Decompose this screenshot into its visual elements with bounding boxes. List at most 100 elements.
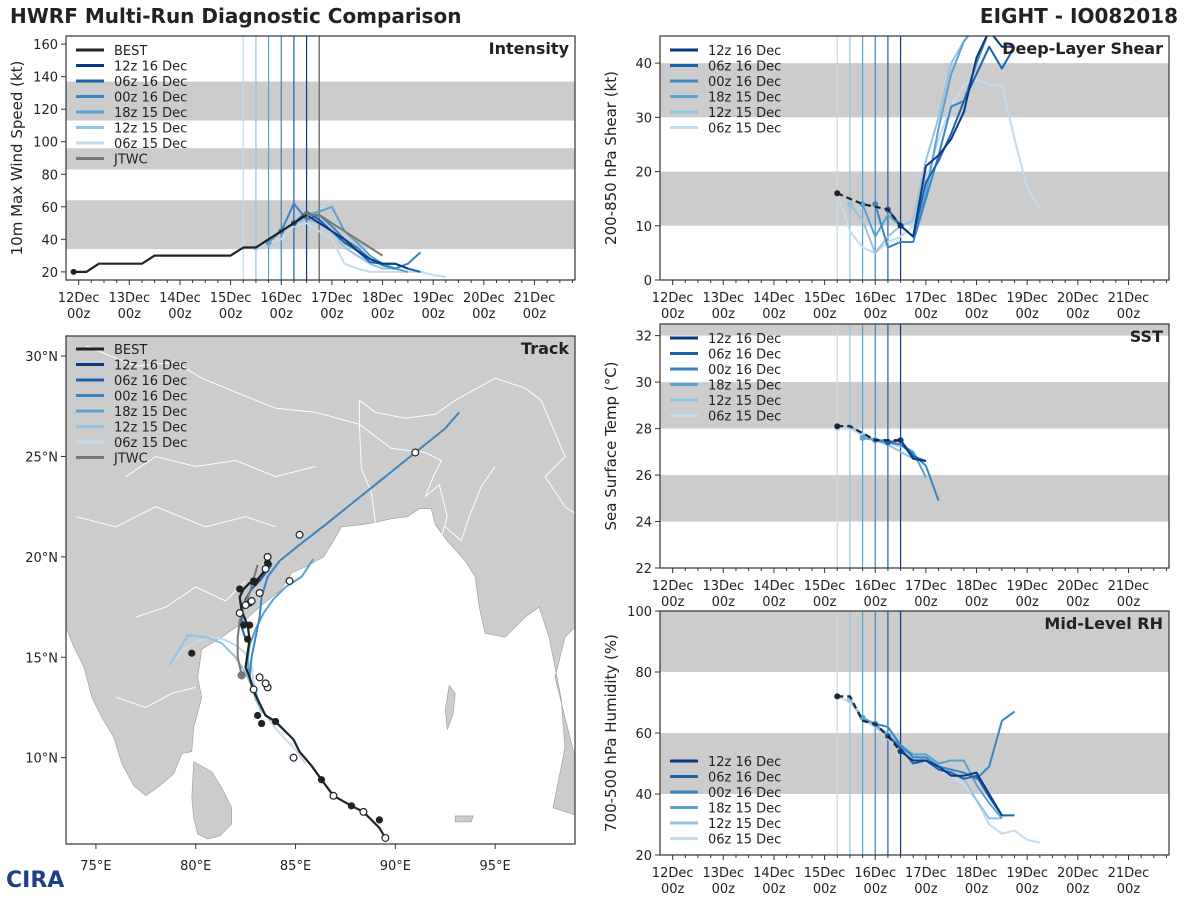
sst-ytick-label: 24 xyxy=(635,516,652,531)
country-border xyxy=(125,455,316,478)
shear-xtick-label: 21Dec xyxy=(1108,291,1150,306)
intensity-ytick-label: 80 xyxy=(41,168,58,183)
sst-xtick-label: 00z xyxy=(762,595,786,610)
sst-point xyxy=(834,423,841,430)
shear-frame xyxy=(659,35,1170,281)
land-mass xyxy=(444,684,456,730)
sst-xtick-label: 21Dec xyxy=(1108,579,1150,594)
rh-legend-label: 06z 16 Dec xyxy=(708,771,781,786)
rh-title: Mid-Level RH xyxy=(1044,614,1163,633)
rh-xtick-label: 00z xyxy=(965,882,989,897)
rh-legend-label: 12z 15 Dec xyxy=(708,817,781,832)
sst-xtick-label: 19Dec xyxy=(1006,579,1048,594)
track-marker-open xyxy=(285,576,294,585)
cira-logo: CIRA xyxy=(6,868,65,893)
shear-xtick-label: 00z xyxy=(1117,307,1141,322)
panel-shear: 01020304012Dec00z13Dec00z14Dec00z15Dec00… xyxy=(602,35,1170,322)
track-marker-open xyxy=(255,673,264,682)
shear-xtick-label: 19Dec xyxy=(1006,291,1048,306)
shear-xtick-label: 00z xyxy=(914,307,938,322)
track-marker-filled xyxy=(250,577,258,585)
sst-ytick-label: 26 xyxy=(635,469,652,484)
intensity-ytick-label: 160 xyxy=(33,38,58,53)
track-marker-open xyxy=(329,791,338,800)
rh-ytick-label: 100 xyxy=(627,605,652,620)
sst-xtick-label: 00z xyxy=(864,595,888,610)
rh-xtick-label: 14Dec xyxy=(753,866,795,881)
sst-ytick-label: 32 xyxy=(635,330,652,345)
intensity-plot-area xyxy=(66,36,575,280)
intensity-xtick-label: 16Dec xyxy=(260,291,302,306)
intensity-legend-label: 06z 16 Dec xyxy=(114,75,187,90)
sst-xtick-label: 12Dec xyxy=(652,579,694,594)
track-00z-16-dec xyxy=(248,411,460,678)
shear-legend-label: 00z 16 Dec xyxy=(708,75,781,90)
shear-xtick-label: 00z xyxy=(813,307,837,322)
rh-plot-area xyxy=(660,611,1169,855)
track-marker-open xyxy=(411,448,420,457)
shear-series-best xyxy=(836,192,902,227)
shear-xtick-label: 00z xyxy=(661,307,685,322)
track-marker-open xyxy=(255,589,264,598)
intensity-xtick-label: 17Dec xyxy=(311,291,353,306)
rh-ytick-label: 80 xyxy=(635,666,652,681)
sst-ytick-label: 30 xyxy=(635,376,652,391)
track-marker-open xyxy=(381,833,390,842)
rh-xtick-label: 16Dec xyxy=(854,866,896,881)
rh-band xyxy=(660,611,1169,672)
track-marker-filled xyxy=(240,621,248,629)
rh-point xyxy=(834,693,841,700)
jtwc-marker xyxy=(237,671,246,680)
track-ytick-label: 20°N xyxy=(25,551,58,566)
rh-legend-label: 00z 16 Dec xyxy=(708,786,781,801)
track-marker-open xyxy=(249,685,258,694)
intensity-series-12z-16-dec xyxy=(306,214,409,270)
track-legend-label: BEST xyxy=(114,343,147,358)
intensity-legend-label: 00z 16 Dec xyxy=(114,91,187,106)
shear-ytick-label: 40 xyxy=(635,57,652,72)
shear-xtick-label: 20Dec xyxy=(1057,291,1099,306)
intensity-legend-label: 06z 15 Dec xyxy=(114,137,187,152)
rh-series-best xyxy=(837,695,902,753)
rh-xtick-label: 15Dec xyxy=(804,866,846,881)
track-legend-label: 12z 16 Dec xyxy=(114,359,187,374)
panel-sst: 22242628303212Dec00z13Dec00z14Dec00z15De… xyxy=(602,323,1170,610)
sst-band xyxy=(660,382,1169,429)
intensity-legend-label: JTWC xyxy=(113,153,148,168)
track-xtick-label: 90°E xyxy=(380,859,411,874)
shear-xtick-label: 00z xyxy=(1066,307,1090,322)
rh-xtick-label: 00z xyxy=(661,882,685,897)
intensity-ytick-label: 100 xyxy=(33,136,58,151)
intensity-xtick-label: 00z xyxy=(168,307,192,322)
track-best xyxy=(238,562,387,839)
shear-xtick-label: 18Dec xyxy=(956,291,998,306)
intensity-xtick-label: 00z xyxy=(523,307,547,322)
track-marker-open xyxy=(235,609,244,618)
sst-xtick-label: 15Dec xyxy=(804,579,846,594)
intensity-band xyxy=(66,81,575,121)
track-marker-filled xyxy=(375,816,383,824)
sst-band xyxy=(660,324,1169,336)
rh-xtick-label: 00z xyxy=(813,882,837,897)
intensity-band xyxy=(66,148,575,170)
sst-ytick-label: 22 xyxy=(635,562,652,577)
intensity-legend-label: 18z 15 Dec xyxy=(114,106,187,121)
shear-xtick-label: 13Dec xyxy=(702,291,744,306)
intensity-xtick-label: 00z xyxy=(270,307,294,322)
shear-ytick-label: 10 xyxy=(635,220,652,235)
intensity-ylabel: 10m Max Wind Speed (kt) xyxy=(8,61,26,256)
sst-xtick-label: 00z xyxy=(1117,595,1141,610)
shear-legend-label: 06z 16 Dec xyxy=(708,60,781,75)
track-ytick-label: 10°N xyxy=(25,752,58,767)
rh-ytick-label: 40 xyxy=(635,788,652,803)
country-border xyxy=(75,506,276,528)
track-xtick-label: 75°E xyxy=(80,859,111,874)
track-xtick-label: 80°E xyxy=(180,859,211,874)
track-marker-open xyxy=(261,564,270,573)
intensity-xtick-label: 21Dec xyxy=(514,291,556,306)
rh-legend-label: 18z 15 Dec xyxy=(708,802,781,817)
sst-xtick-label: 00z xyxy=(661,595,685,610)
shear-plot-area xyxy=(660,36,1169,280)
sst-legend-label: 06z 16 Dec xyxy=(708,348,781,363)
